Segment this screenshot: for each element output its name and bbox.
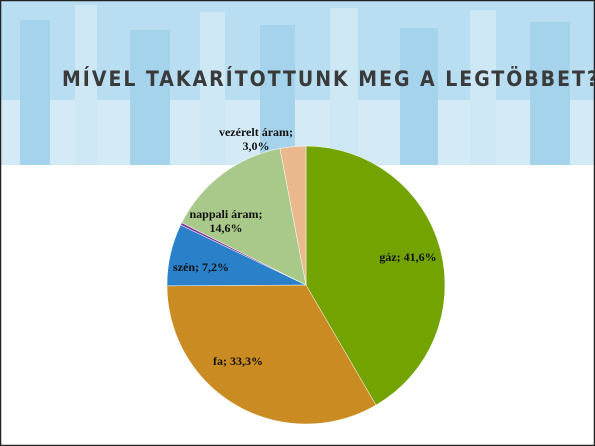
data-label: szén; 7,2% — [173, 260, 229, 274]
data-label: gáz; 41,6% — [379, 250, 436, 264]
slide: MÍVEL TAKARÍTOTTUNK MEG A LEGTÖBBET? gáz… — [0, 0, 595, 446]
chart-title: MÍVEL TAKARÍTOTTUNK MEG A LEGTÖBBET? — [62, 66, 595, 91]
data-label: fa; 33,3% — [213, 354, 263, 368]
